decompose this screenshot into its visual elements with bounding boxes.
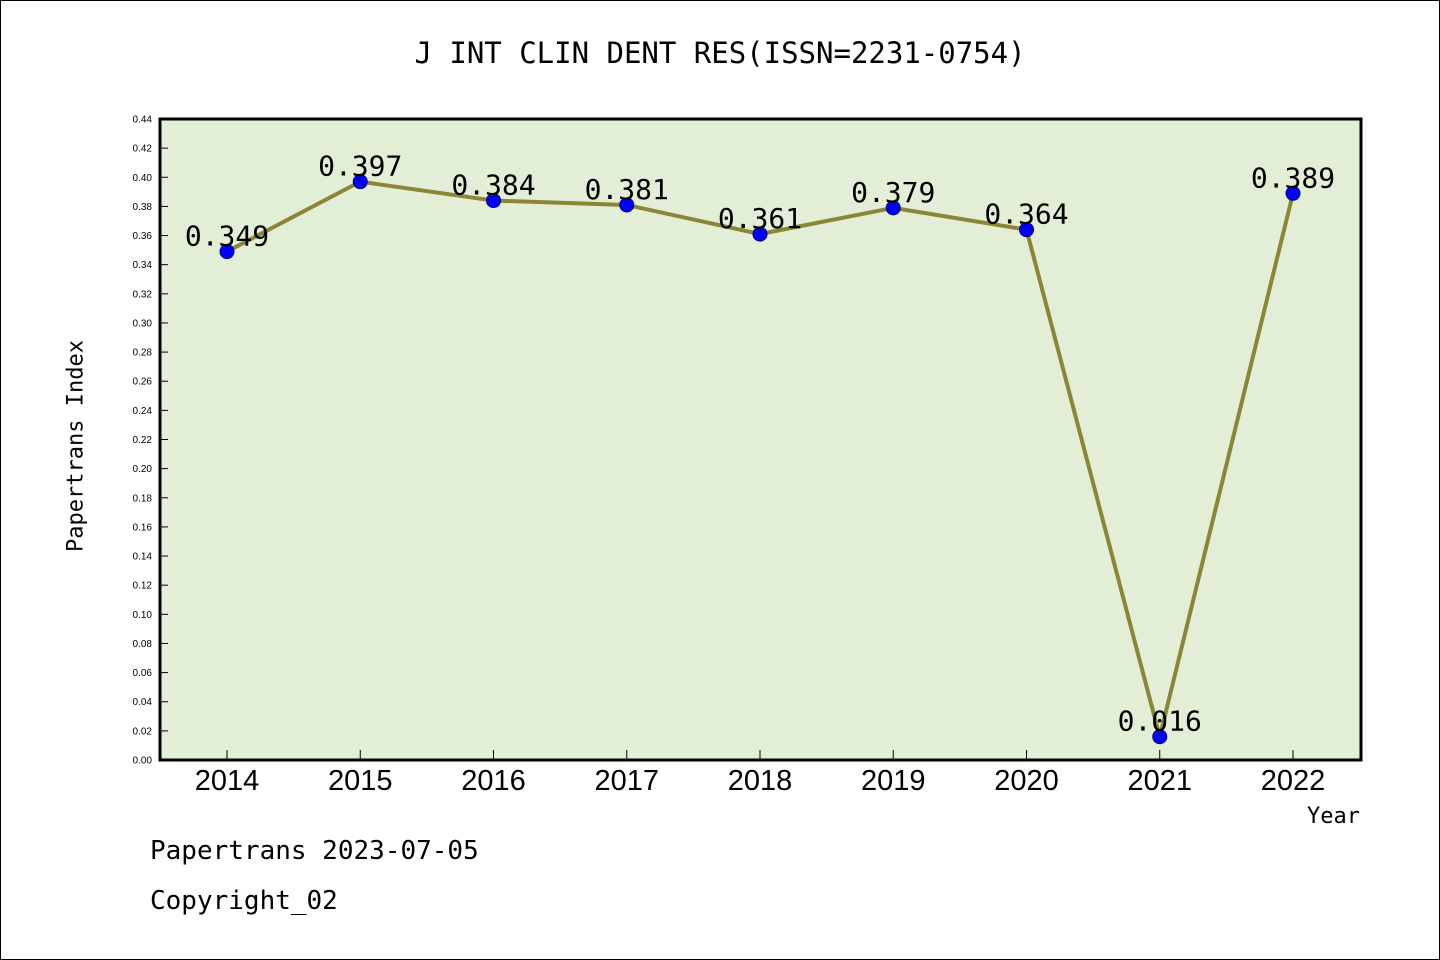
y-tick-label: 0.00 — [133, 756, 153, 767]
y-tick-label: 0.36 — [133, 231, 153, 242]
y-tick-label: 0.16 — [133, 522, 153, 533]
y-tick-label: 0.04 — [133, 697, 153, 708]
x-tick-label: 2020 — [994, 765, 1059, 797]
y-tick-label: 0.42 — [133, 144, 153, 155]
data-label: 0.389 — [1251, 161, 1335, 194]
data-label: 0.379 — [851, 176, 935, 209]
x-tick-label: 2014 — [195, 765, 260, 797]
y-tick-label: 0.38 — [133, 202, 153, 213]
footer-source: Papertrans 2023-07-05 — [150, 836, 479, 866]
y-tick-label: 0.40 — [133, 173, 153, 184]
data-point — [885, 200, 901, 216]
data-point — [486, 193, 501, 209]
y-tick-label: 0.20 — [133, 464, 153, 475]
y-tick-label: 0.44 — [133, 115, 153, 126]
x-tick-label: 2017 — [594, 765, 659, 797]
plot-area — [160, 119, 1361, 760]
y-tick-label: 0.12 — [133, 581, 153, 592]
data-label: 0.016 — [1118, 705, 1202, 738]
y-tick-label: 0.24 — [133, 406, 153, 417]
footer-copyright: Copyright_02 — [150, 886, 338, 916]
data-point — [752, 226, 768, 242]
y-tick-label: 0.28 — [133, 348, 153, 359]
y-tick-label: 0.34 — [133, 260, 153, 271]
y-tick-label: 0.10 — [133, 610, 153, 621]
data-label: 0.349 — [185, 220, 269, 253]
y-tick-label: 0.06 — [133, 668, 153, 679]
chart-title: J INT CLIN DENT RES(ISSN=2231-0754) — [414, 36, 1026, 70]
y-tick-label: 0.30 — [133, 318, 153, 329]
data-label: 0.397 — [318, 150, 402, 183]
y-tick-label: 0.02 — [133, 726, 153, 737]
x-tick-label: 2018 — [728, 765, 793, 797]
x-tick-label: 2021 — [1127, 765, 1192, 797]
markers-layer — [219, 174, 1301, 745]
y-tick-label: 0.14 — [133, 552, 153, 563]
data-point — [1019, 222, 1034, 238]
data-point — [352, 174, 368, 190]
data-point — [619, 197, 635, 213]
data-label: 0.381 — [585, 173, 669, 206]
data-point — [219, 244, 235, 260]
data-label: 0.364 — [984, 198, 1068, 231]
x-tick-label: 2015 — [328, 765, 393, 797]
x-axis-label: Year — [1307, 804, 1360, 829]
data-label: 0.361 — [718, 202, 802, 235]
y-tick-label: 0.08 — [133, 639, 153, 650]
data-labels-layer: 0.349 0.397 0.384 0.381 0.361 0.379 0.364 0.016… — [185, 150, 1335, 738]
x-tick-label: 2019 — [861, 765, 926, 797]
x-tick-label: 2022 — [1261, 765, 1326, 797]
x-tick-label: 2016 — [461, 765, 526, 797]
data-point — [1152, 729, 1168, 745]
y-tick-label: 0.22 — [133, 435, 153, 446]
data-label: 0.384 — [451, 169, 535, 202]
data-point — [1285, 185, 1301, 201]
plot-border — [158, 117, 1363, 762]
y-tick-label: 0.18 — [133, 493, 153, 504]
y-tick-label: 0.26 — [133, 377, 153, 388]
y-tick-label: 0.32 — [133, 289, 153, 300]
